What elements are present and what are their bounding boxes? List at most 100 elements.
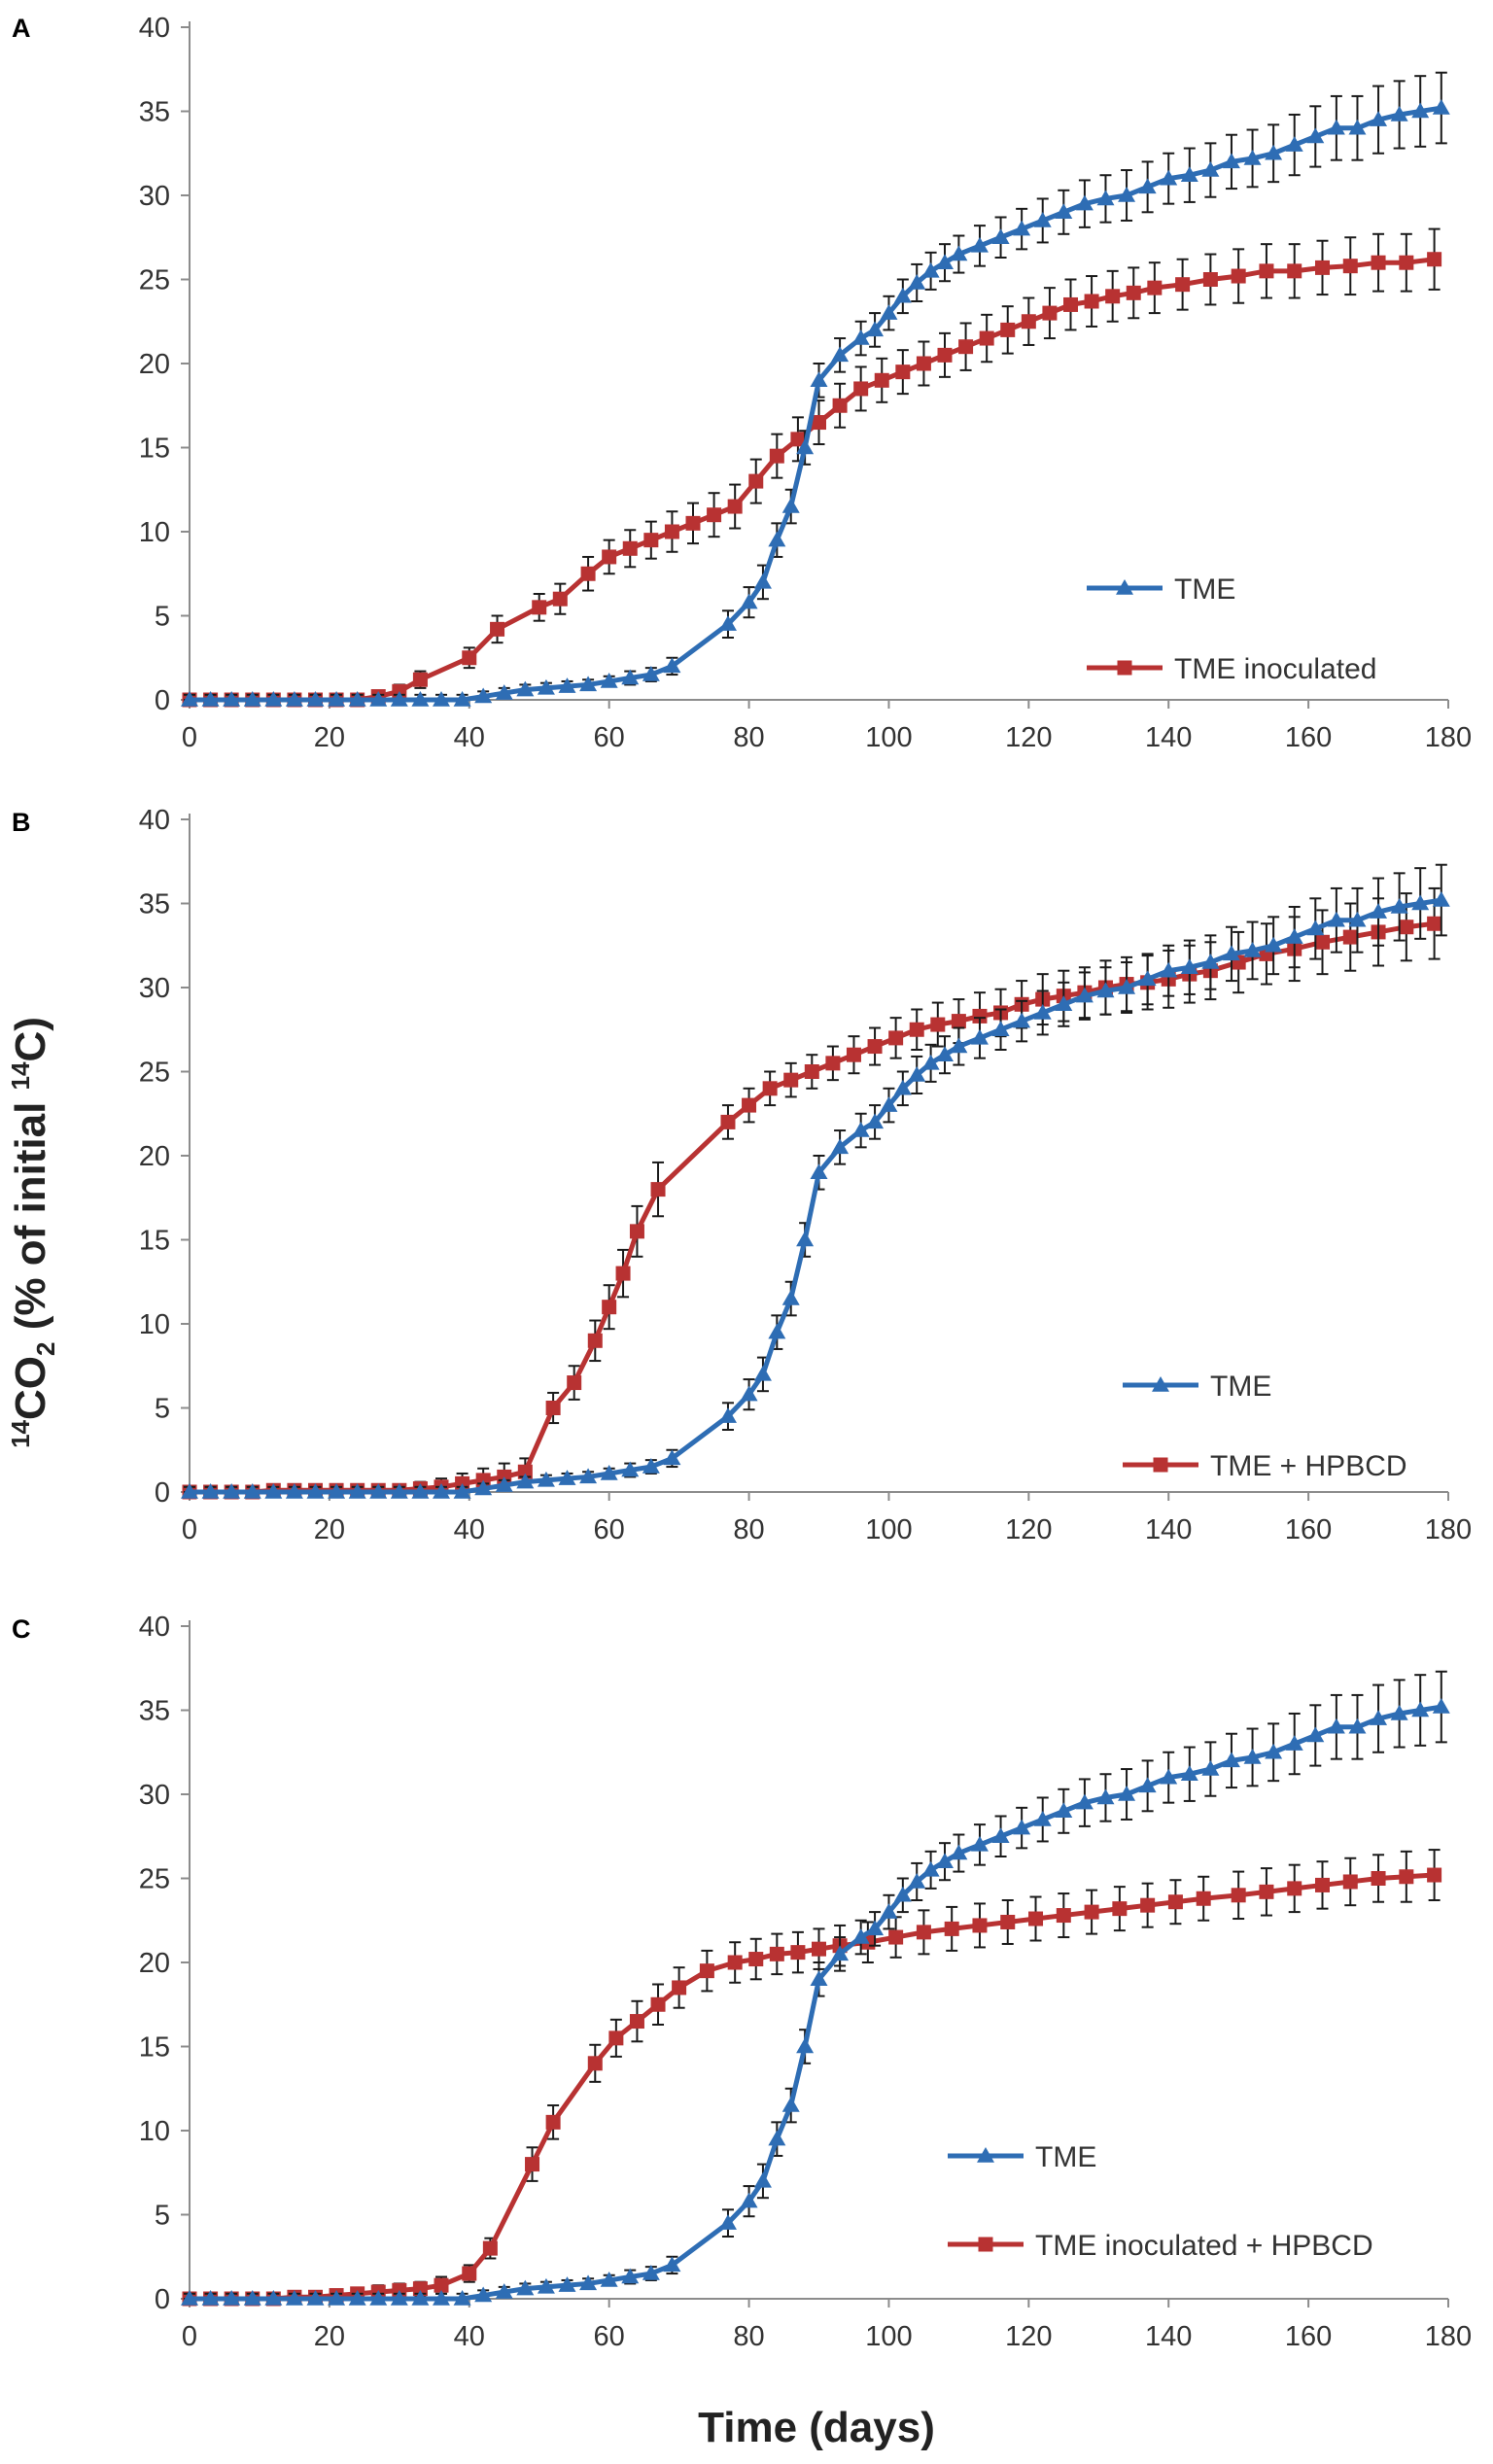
data-point <box>369 2290 388 2306</box>
data-point <box>1371 1871 1386 1886</box>
data-point <box>753 1365 772 1381</box>
data-point <box>1427 1867 1442 1883</box>
y-tick-label: 5 <box>155 602 170 633</box>
y-axis-title-end: C) <box>7 1017 54 1061</box>
data-point <box>558 677 576 693</box>
data-point <box>1287 1881 1302 1896</box>
y-tick-label: 30 <box>139 973 170 1004</box>
data-point <box>663 1449 681 1466</box>
y-tick-label: 5 <box>155 1394 170 1425</box>
data-point <box>517 1464 533 1479</box>
data-point <box>223 2290 241 2306</box>
data-point <box>740 1385 758 1402</box>
y-axis-title-sup1: 14 <box>6 1419 35 1447</box>
data-point <box>790 432 806 447</box>
data-point <box>895 364 911 380</box>
data-point <box>1327 119 1345 135</box>
data-point <box>1096 982 1115 998</box>
x-tick-label: 40 <box>454 1514 485 1545</box>
y-tick-label: 20 <box>139 1141 170 1172</box>
data-point <box>453 2290 471 2306</box>
data-point <box>1285 1735 1303 1751</box>
y-tick-label: 20 <box>139 349 170 380</box>
data-point <box>558 2276 576 2292</box>
y-tick-label: 0 <box>155 1477 170 1509</box>
data-point <box>1138 178 1157 194</box>
data-point <box>1411 1701 1430 1718</box>
data-point <box>1147 280 1163 295</box>
y-tick-label: 40 <box>139 805 170 836</box>
data-point <box>1306 920 1325 936</box>
data-point <box>825 1056 841 1071</box>
x-tick-label: 180 <box>1425 1514 1472 1545</box>
data-point <box>412 2281 428 2297</box>
data-point <box>1285 136 1303 152</box>
legend-swatch-marker <box>978 2237 993 2252</box>
data-point <box>285 691 303 707</box>
data-point <box>781 1290 800 1305</box>
data-point <box>1201 954 1220 969</box>
data-point <box>866 1920 885 1936</box>
data-point <box>650 1182 666 1197</box>
data-point <box>1390 105 1408 121</box>
data-point <box>587 1333 603 1348</box>
data-point <box>950 1844 968 1860</box>
data-point <box>1371 255 1386 270</box>
data-point <box>552 591 568 607</box>
data-point <box>908 1872 926 1889</box>
data-point <box>944 1921 959 1936</box>
data-point <box>621 2268 640 2284</box>
data-point <box>1013 1012 1031 1028</box>
data-point <box>880 1903 898 1919</box>
data-point <box>600 2271 618 2287</box>
data-point <box>1432 1698 1450 1714</box>
data-point <box>921 1054 940 1070</box>
data-point <box>930 1017 946 1032</box>
x-tick-label: 140 <box>1145 722 1192 753</box>
data-point <box>545 1401 561 1415</box>
y-tick-label: 25 <box>139 1058 170 1089</box>
legend-swatch-marker <box>977 2147 994 2163</box>
data-point <box>348 2290 366 2306</box>
data-point <box>1063 296 1078 312</box>
data-point <box>1096 190 1115 206</box>
y-tick-label: 25 <box>139 265 170 296</box>
data-point <box>411 691 430 707</box>
data-point <box>622 540 638 556</box>
data-point <box>579 676 598 692</box>
data-point <box>201 1483 220 1499</box>
data-point <box>866 321 885 337</box>
data-point <box>474 2286 493 2303</box>
data-point <box>1306 127 1325 144</box>
x-tick-label: 60 <box>594 2321 625 2352</box>
y-tick-label: 40 <box>139 1612 170 1643</box>
data-point <box>851 330 870 345</box>
data-point <box>223 1483 241 1499</box>
legend-label: TME <box>1035 2141 1096 2173</box>
data-point <box>495 684 513 700</box>
data-point <box>264 691 283 707</box>
x-tick-label: 180 <box>1425 722 1472 753</box>
data-point <box>796 438 815 455</box>
y-axis-title: 14CO2 (% of initial 14C) <box>6 1017 60 1448</box>
data-point <box>390 691 408 707</box>
data-point <box>1180 1765 1198 1781</box>
data-point <box>181 2290 198 2306</box>
data-point <box>880 1096 898 1112</box>
data-point <box>328 691 346 707</box>
data-point <box>672 1980 687 1995</box>
data-point <box>972 1918 988 1933</box>
data-point <box>768 2130 786 2146</box>
x-tick-label: 0 <box>182 2321 197 2352</box>
data-point <box>558 1470 576 1485</box>
data-point <box>1399 255 1414 270</box>
data-point <box>888 1030 904 1046</box>
data-point <box>916 1925 931 1940</box>
data-point <box>727 1955 743 1970</box>
data-point <box>781 2097 800 2112</box>
data-point <box>783 1072 799 1088</box>
data-point <box>642 1458 660 1474</box>
data-point <box>853 381 869 397</box>
legend-swatch-marker <box>1116 579 1133 595</box>
data-point <box>1118 979 1136 994</box>
